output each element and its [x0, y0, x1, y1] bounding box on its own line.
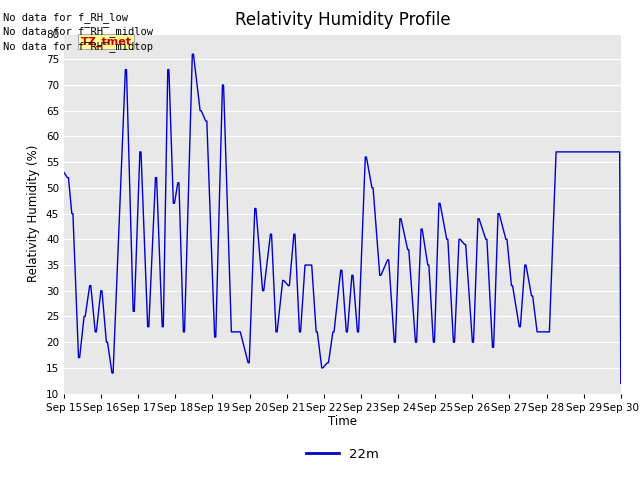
Text: No data for f̅RH̅_midtop: No data for f̅RH̅_midtop [3, 41, 153, 52]
X-axis label: Time: Time [328, 415, 357, 429]
Text: No data for f̅RH̅_midlow: No data for f̅RH̅_midlow [3, 26, 153, 37]
Title: Relativity Humidity Profile: Relativity Humidity Profile [235, 11, 450, 29]
Text: No data for f_RH_low: No data for f_RH_low [3, 12, 128, 23]
Legend: 22m: 22m [300, 443, 385, 466]
Y-axis label: Relativity Humidity (%): Relativity Humidity (%) [28, 145, 40, 282]
Text: TZ_tmet: TZ_tmet [81, 36, 132, 47]
